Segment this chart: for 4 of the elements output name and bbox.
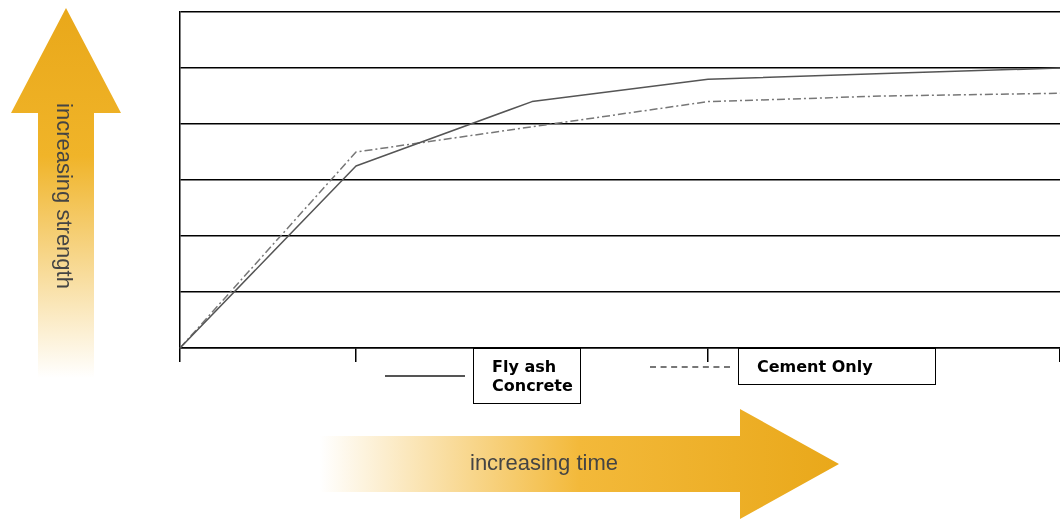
x-axis-title: increasing time (470, 450, 618, 476)
legend-label: Fly ash Concrete (473, 348, 581, 404)
legend-label: Cement Only (738, 348, 936, 385)
y-axis-title: increasing strength (51, 103, 77, 289)
